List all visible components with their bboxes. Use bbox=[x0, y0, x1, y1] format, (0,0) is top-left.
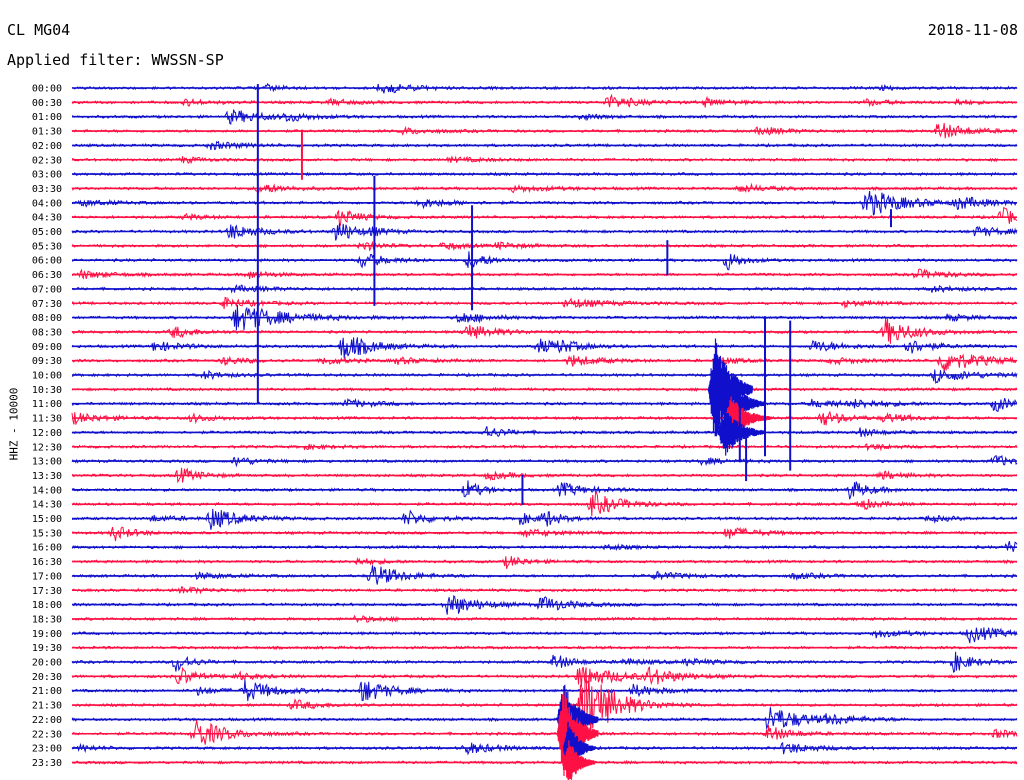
row-time-label: 13:30 bbox=[32, 471, 62, 482]
row-time-label: 16:00 bbox=[32, 543, 62, 554]
trace-layer bbox=[71, 82, 1018, 780]
trace-row-0900 bbox=[71, 337, 1018, 359]
row-time-label: 07:00 bbox=[32, 284, 62, 295]
station-label: CL MG04 bbox=[7, 21, 71, 39]
date-label: 2018-11-08 bbox=[927, 21, 1018, 39]
row-time-label: 06:30 bbox=[32, 270, 62, 281]
burst-7 bbox=[562, 740, 596, 780]
trace-row-1100 bbox=[71, 397, 1017, 412]
trace-row-1500 bbox=[71, 508, 1018, 530]
row-time-label: 23:00 bbox=[32, 744, 62, 755]
row-time-label: 06:00 bbox=[32, 256, 62, 267]
row-time-label: 10:00 bbox=[32, 371, 62, 382]
trace-row-0930 bbox=[71, 353, 1018, 373]
trace-row-1700 bbox=[71, 565, 1018, 585]
filter-label: Applied filter: WWSSN-SP bbox=[7, 51, 224, 69]
row-time-label: 18:00 bbox=[32, 600, 62, 611]
row-time-label: 13:00 bbox=[32, 457, 62, 468]
row-time-label: 09:30 bbox=[32, 356, 62, 367]
row-time-label: 21:30 bbox=[32, 701, 62, 712]
trace-row-1900 bbox=[71, 627, 1018, 644]
row-time-label: 09:00 bbox=[32, 342, 62, 353]
tick-layer: 00:00 00:30 01:00 01:30 02:00 02:30 03:00 03:30… bbox=[32, 84, 62, 769]
row-time-label: 02:00 bbox=[32, 141, 62, 152]
trace-row-1000 bbox=[71, 369, 1018, 384]
trace-row-0830 bbox=[71, 318, 1018, 344]
row-time-label: 18:30 bbox=[32, 614, 62, 625]
row-time-label: 10:30 bbox=[32, 385, 62, 396]
trace-row-2200 bbox=[71, 707, 1018, 730]
row-time-label: 00:00 bbox=[32, 84, 62, 95]
trace-row-2230 bbox=[71, 720, 1018, 745]
row-time-label: 17:30 bbox=[32, 586, 62, 597]
row-time-label: 14:30 bbox=[32, 500, 62, 511]
row-time-label: 08:00 bbox=[32, 313, 62, 324]
trace-row-0030 bbox=[71, 93, 1018, 108]
row-time-label: 12:30 bbox=[32, 442, 62, 453]
trace-row-1530 bbox=[71, 526, 1018, 542]
row-time-label: 22:30 bbox=[32, 729, 62, 740]
row-time-label: 01:00 bbox=[32, 112, 62, 123]
burst-3 bbox=[717, 409, 766, 456]
row-time-label: 16:30 bbox=[32, 557, 62, 568]
row-time-label: 08:30 bbox=[32, 327, 62, 338]
row-time-label: 20:00 bbox=[32, 658, 62, 669]
trace-row-1630 bbox=[72, 556, 1018, 570]
row-time-label: 05:30 bbox=[32, 241, 62, 252]
row-time-label: 17:00 bbox=[32, 571, 62, 582]
row-time-label: 23:30 bbox=[32, 758, 62, 769]
row-time-label: 01:30 bbox=[32, 127, 62, 138]
row-time-label: 14:00 bbox=[32, 485, 62, 496]
row-time-label: 03:00 bbox=[32, 170, 62, 181]
row-time-label: 02:30 bbox=[32, 155, 62, 166]
row-time-label: 04:30 bbox=[32, 213, 62, 224]
row-time-label: 19:00 bbox=[32, 629, 62, 640]
row-time-label: 07:30 bbox=[32, 299, 62, 310]
trace-row-2030 bbox=[71, 666, 1018, 688]
row-time-label: 05:00 bbox=[32, 227, 62, 238]
row-time-label: 11:30 bbox=[32, 414, 62, 425]
row-time-label: 11:00 bbox=[32, 399, 62, 410]
row-time-label: 03:30 bbox=[32, 184, 62, 195]
row-time-label: 19:30 bbox=[32, 643, 62, 654]
row-time-label: 20:30 bbox=[32, 672, 62, 683]
row-time-label: 22:00 bbox=[32, 715, 62, 726]
row-time-label: 15:30 bbox=[32, 528, 62, 539]
row-time-label: 21:00 bbox=[32, 686, 62, 697]
burst-0 bbox=[707, 338, 753, 437]
row-time-label: 15:00 bbox=[32, 514, 62, 525]
row-time-label: 00:30 bbox=[32, 98, 62, 109]
trace-row-2130 bbox=[71, 667, 1018, 740]
trace-row-1200 bbox=[71, 426, 1018, 438]
row-time-label: 04:00 bbox=[32, 198, 62, 209]
row-time-label: 12:00 bbox=[32, 428, 62, 439]
